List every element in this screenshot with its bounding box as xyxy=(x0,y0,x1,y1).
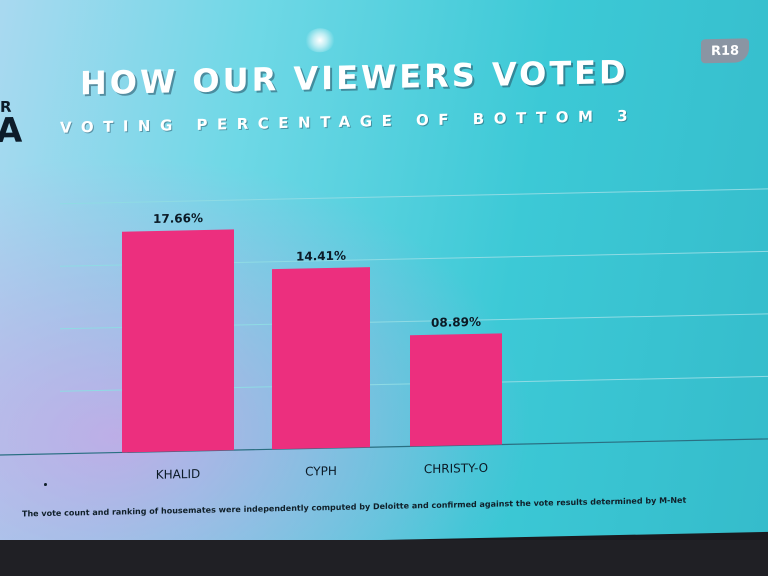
category-label: KHALID xyxy=(156,467,201,482)
value-labels: 17.66% 14.41% 08.89% xyxy=(153,211,481,330)
x-axis-baseline xyxy=(0,438,768,456)
grid-lines xyxy=(0,188,768,456)
bar-christy-o xyxy=(410,333,502,447)
value-label: 14.41% xyxy=(296,249,346,264)
category-labels: KHALID CYPH CHRISTY-O xyxy=(156,461,488,482)
category-label: CHRISTY-O xyxy=(424,461,488,476)
value-label: 08.89% xyxy=(431,315,481,330)
bar-chart: 17.66% 14.41% 08.89% KHALID CYPH CHRISTY-O xyxy=(0,188,768,482)
tv-bezel xyxy=(0,540,768,576)
category-label: CYPH xyxy=(305,464,337,479)
value-label: 17.66% xyxy=(153,211,203,226)
bars xyxy=(122,229,502,453)
bar-khalid xyxy=(122,229,234,453)
bar-cyph xyxy=(272,267,370,450)
tv-screen: R A R18 HOW OUR VIEWERS VOTED VOTING PER… xyxy=(0,0,768,548)
grid-line xyxy=(60,188,768,205)
